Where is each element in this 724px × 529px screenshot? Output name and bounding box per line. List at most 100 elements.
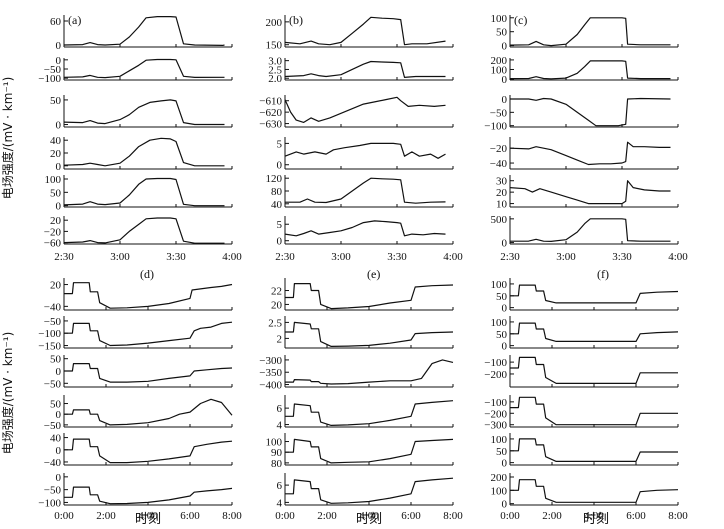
panel-5: 400−40 (44, 433, 233, 469)
x-tick-label: 6:00 (180, 510, 200, 522)
y-tick-label: 50 (496, 446, 508, 458)
y-tick-label: 150 (266, 40, 283, 52)
y-tick-label: 100 (266, 437, 283, 449)
series-line (64, 363, 233, 383)
panel-3: −300−350−400 (259, 355, 454, 392)
series-line (63, 177, 225, 207)
x-tick-label: 3:00 (110, 251, 130, 263)
y-tick-label: 120 (266, 173, 283, 185)
y-tick-label: 200 (491, 472, 508, 484)
y-tick-label: 20 (50, 148, 62, 160)
series-line (509, 17, 671, 47)
series-line (285, 438, 454, 464)
y-tick-label: −50 (490, 107, 508, 119)
y-tick-label: −40 (490, 158, 508, 170)
y-tick-label: −100 (38, 497, 61, 509)
y-tick-label: −50 (44, 485, 62, 497)
panel-1: 60 0 (50, 15, 233, 52)
y-tick-label: 200 (491, 55, 508, 67)
panel-2: 0−50−100 (38, 55, 233, 85)
y-tick-label: −20 (44, 226, 62, 238)
y-tick-label: 0 (502, 74, 508, 86)
series-line (285, 283, 454, 310)
y-tick-label: 40 (50, 433, 62, 445)
series-line (510, 396, 678, 426)
y-tick-label: −300 (259, 355, 282, 367)
y-tick-label: 0 (56, 445, 62, 457)
panel-1: 100 50 0 (491, 13, 679, 53)
panel-2: −50−100−150 (38, 316, 233, 353)
x-tick-label: 4:00 (222, 251, 242, 263)
y-tick-label: 80 (271, 458, 283, 470)
y-tick-label: 0 (56, 472, 62, 484)
x-tick-label: 2:00 (542, 510, 562, 522)
x-tick-label: 8:00 (668, 510, 688, 522)
y-tick-label: 0 (502, 41, 508, 53)
y-tick-label: −50 (44, 378, 62, 390)
group-label: (d) (140, 267, 154, 281)
series-line (63, 99, 225, 126)
x-tick-label: 0:00 (54, 510, 74, 522)
y-tick-label: 20 (50, 215, 62, 227)
y-tick-label: 5 (277, 138, 283, 150)
y-tick-label: −300 (484, 420, 507, 432)
series-line (284, 60, 446, 78)
series-line (63, 137, 225, 167)
series-line (285, 177, 446, 204)
x-tick-label: 3:30 (387, 251, 407, 263)
y-tick-label: −100 (484, 121, 507, 133)
y-tick-label: 20 (50, 280, 62, 292)
series-line (510, 356, 678, 384)
y-tick-label: 0 (502, 458, 508, 470)
series-line (64, 438, 233, 464)
x-tick-label: 3:30 (612, 251, 632, 263)
chart-group-3: (c)10050020010000−50−100−20−403020105000… (484, 13, 688, 263)
panel-3: −610−620−630 (259, 95, 454, 131)
y-tick-label: −610 (259, 96, 282, 108)
y-tick-label: 2.5 (268, 64, 282, 76)
panel-4: −20−40 (490, 137, 679, 170)
y-tick-label: 100 (491, 317, 508, 329)
y-tick-label: 50 (50, 354, 62, 366)
series-line (509, 218, 671, 242)
series-line (284, 142, 446, 159)
series-line (64, 398, 233, 426)
y-tick-label: 5 (277, 219, 283, 231)
y-tick-label: 100 (491, 13, 508, 25)
series-line (510, 479, 679, 503)
x-tick-label: 3:00 (556, 251, 576, 263)
y-tick-label: 20 (271, 299, 283, 311)
x-tick-label: 3:00 (331, 251, 351, 263)
x-tick-label: 6:00 (401, 510, 421, 522)
y-tick-label: 100 (491, 279, 508, 291)
group-label: (c) (514, 13, 527, 27)
y-tick-label: 6 (277, 480, 283, 492)
panel-3: −100−200 (484, 355, 679, 388)
y-tick-label: 2 (277, 333, 283, 345)
group-label: (e) (367, 267, 380, 281)
x-axis-label: 时刻 (356, 512, 382, 527)
series-line (64, 486, 233, 505)
y-tick-label: 22 (271, 286, 282, 298)
series-line (510, 97, 671, 127)
y-tick-label: 6 (277, 403, 283, 415)
x-axis-label: 时刻 (135, 512, 161, 527)
group-label: (f) (597, 267, 609, 281)
series-line (509, 60, 671, 80)
y-tick-label: −20 (490, 143, 508, 155)
y-tick-label: −620 (259, 107, 282, 119)
y-tick-label: 0 (56, 120, 62, 132)
chart-group-4: (d)20−40−50−100−150500−50500−50400−400−5… (38, 267, 242, 527)
series-line (284, 16, 446, 46)
panel-6: 50 (277, 216, 454, 248)
y-tick-label: −100 (484, 357, 507, 369)
series-line (63, 58, 225, 79)
y-tick-label: 0 (277, 160, 283, 172)
panel-6: 0−50−100 (38, 472, 233, 509)
